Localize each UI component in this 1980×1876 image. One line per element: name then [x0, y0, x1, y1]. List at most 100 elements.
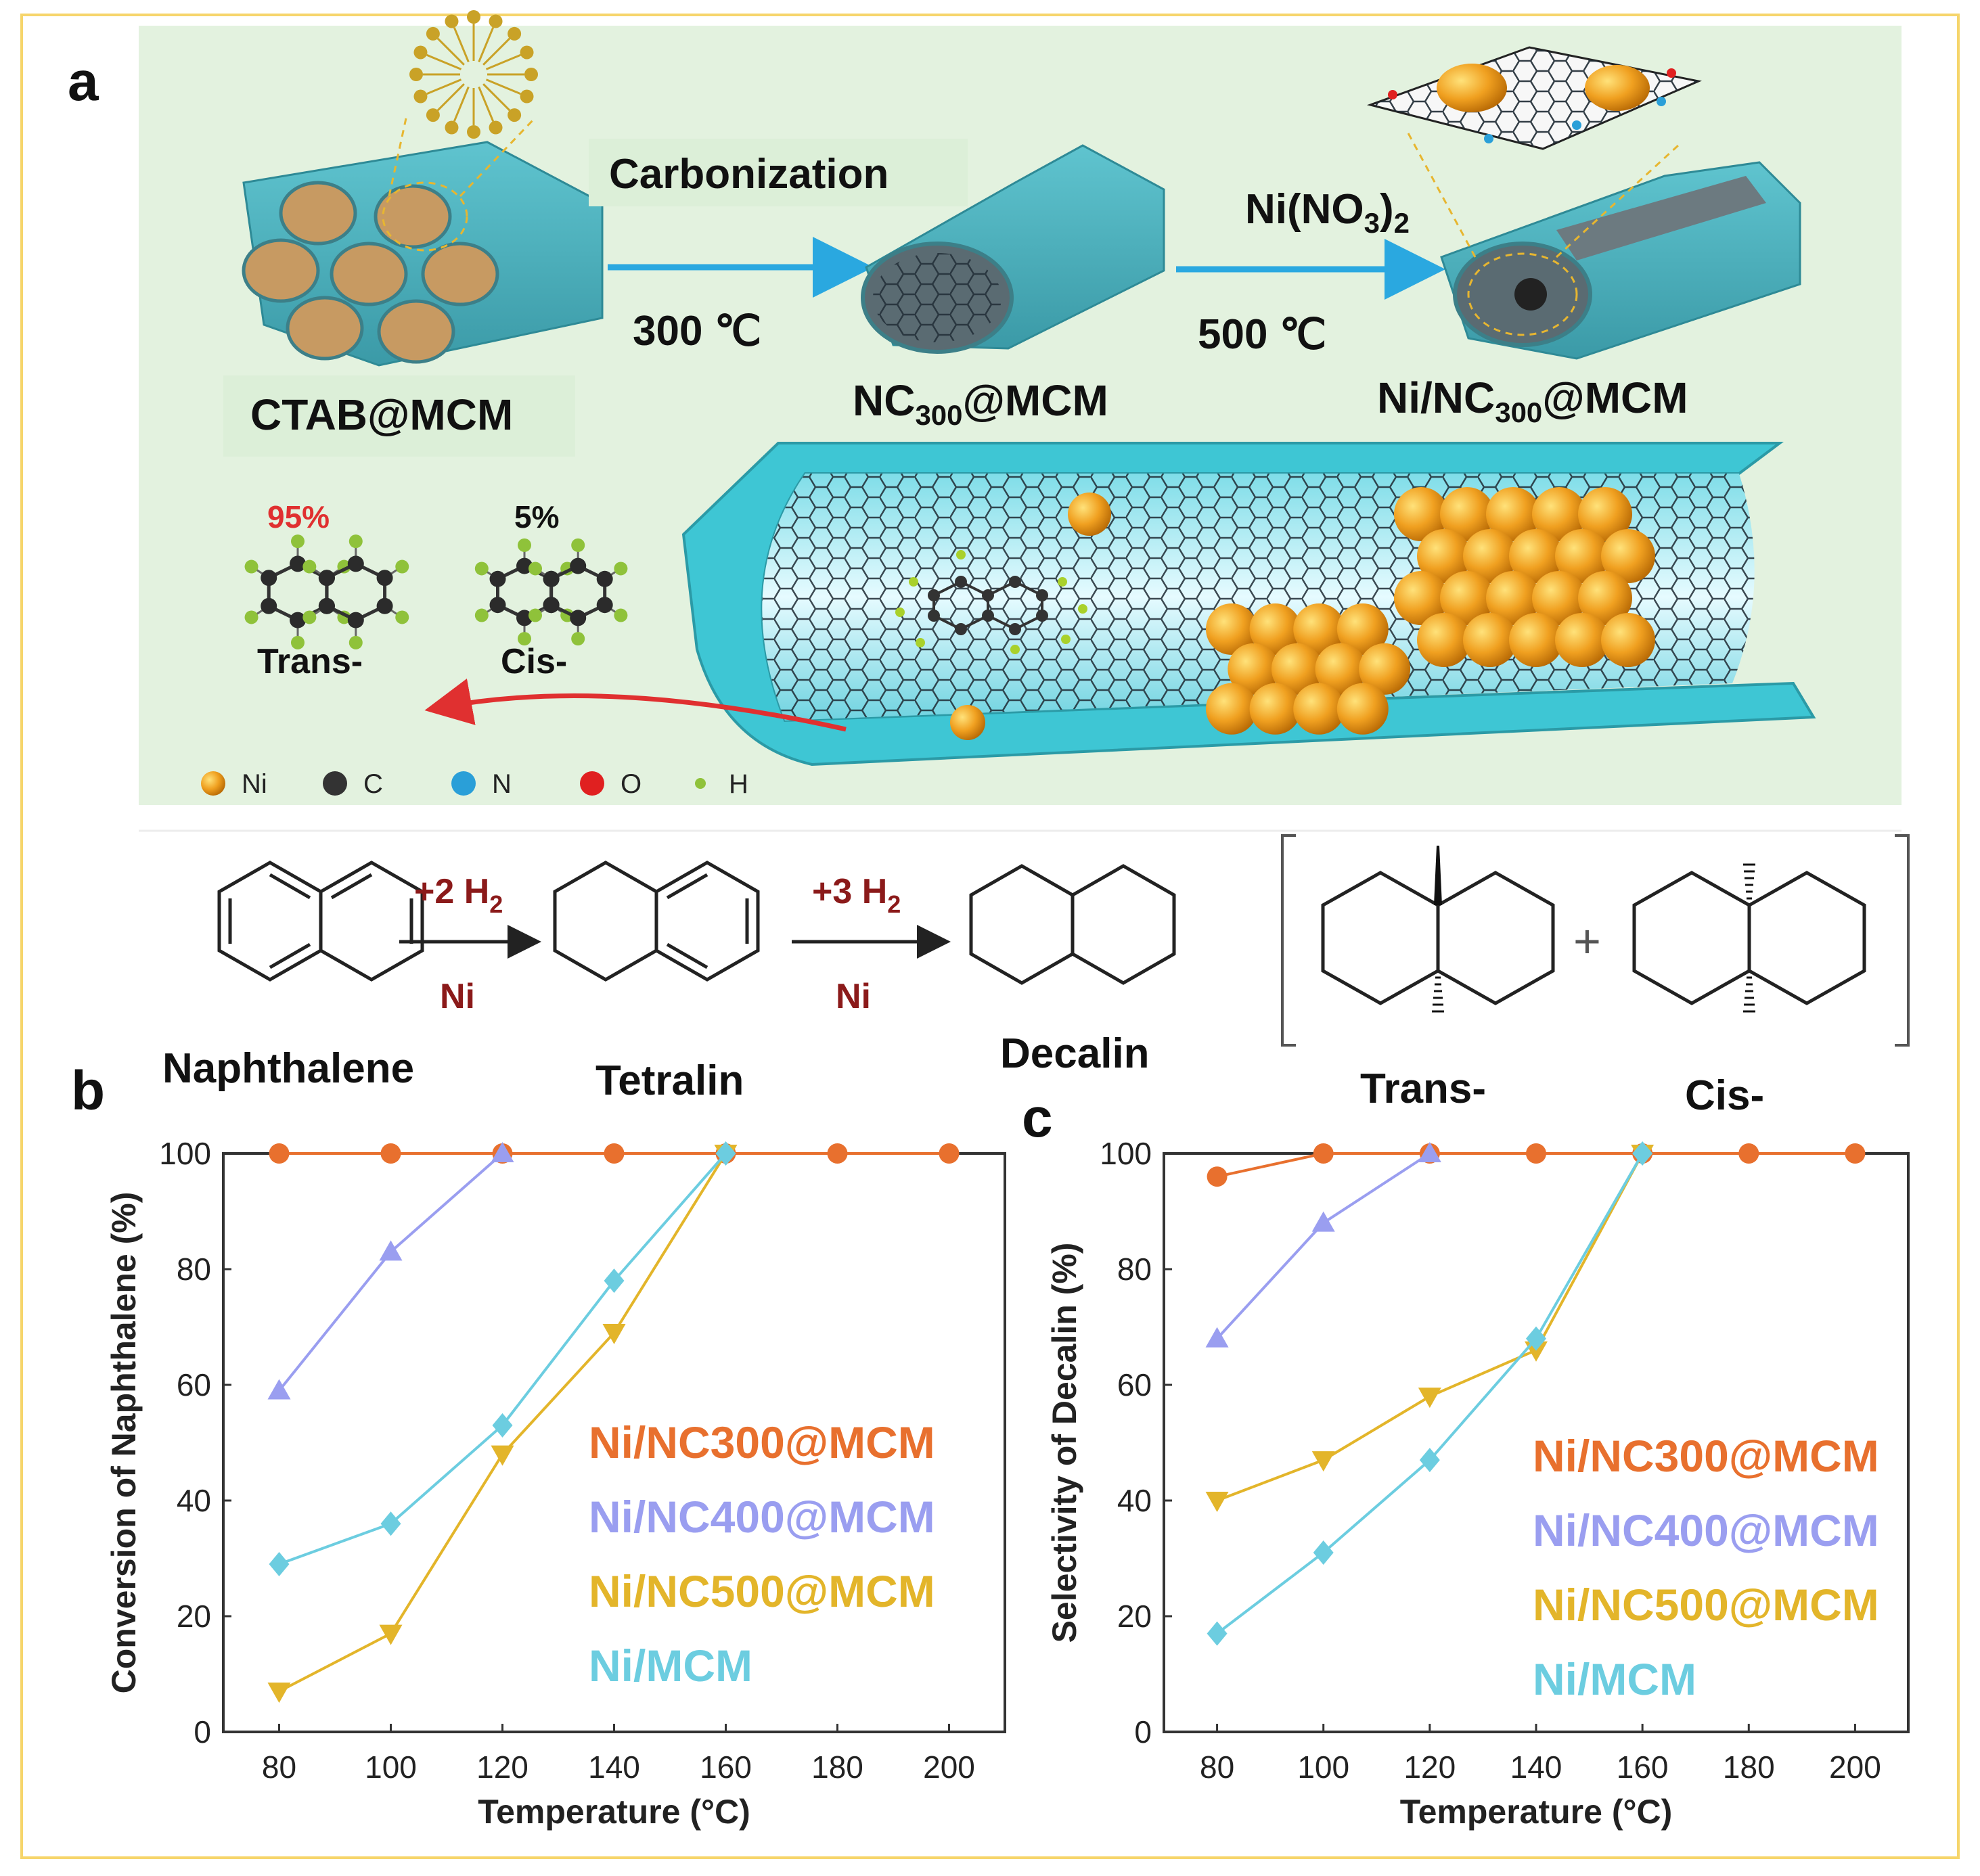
- name-cis: Cis-: [1685, 1072, 1764, 1119]
- ni-nc300-mcm-illustration: [1366, 46, 1801, 360]
- panel-label-a: a: [68, 51, 99, 112]
- data-point: [1738, 1143, 1759, 1164]
- x-tick-label: 100: [1297, 1749, 1349, 1785]
- legend-ni-label: Ni: [242, 769, 267, 799]
- legend-o-marker: [580, 771, 604, 796]
- y-tick-label: 0: [194, 1714, 211, 1749]
- data-point: [1313, 1540, 1334, 1565]
- data-point: [1311, 1451, 1335, 1472]
- data-point: [827, 1143, 848, 1164]
- y-tick-label: 20: [1117, 1599, 1152, 1634]
- x-tick-label: 200: [923, 1749, 975, 1785]
- scheme-panel: a Carbonization 300 ℃ Ni(NO3)2 500: [68, 10, 1902, 805]
- x-tick-label: 140: [1510, 1749, 1562, 1785]
- x-tick-label: 80: [1200, 1749, 1234, 1785]
- x-tick-label: 200: [1829, 1749, 1881, 1785]
- data-point: [1207, 1621, 1228, 1646]
- y-axis-label: Conversion of Naphthalene (%): [105, 1192, 143, 1694]
- material-ni-nc300-mcm: Ni/NC300@MCM: [1377, 373, 1688, 428]
- data-point: [379, 1240, 403, 1261]
- legend-n-marker: [451, 771, 476, 796]
- ctab-micelle-icon: [409, 10, 538, 139]
- legend-entry: Ni/NC400@MCM: [1533, 1505, 1879, 1555]
- x-tick-label: 180: [1723, 1749, 1775, 1785]
- trans-decalin-molecule-icon: [244, 534, 409, 649]
- legend-c-marker: [323, 771, 347, 796]
- data-point: [1205, 1492, 1229, 1512]
- series-line-1: [277, 1152, 503, 1392]
- data-point: [1418, 1142, 1441, 1162]
- x-tick-label: 160: [1617, 1749, 1669, 1785]
- y-tick-label: 40: [1117, 1483, 1152, 1518]
- y-tick-label: 80: [1117, 1252, 1152, 1287]
- ni-particle-icon: [1068, 493, 1111, 536]
- x-tick-label: 180: [811, 1749, 863, 1785]
- data-point: [715, 1141, 736, 1166]
- cis-decalin-structure-icon: [1632, 863, 1866, 1013]
- cis-decalin-molecule-icon: [474, 538, 628, 646]
- legend-entry: Ni/MCM: [1533, 1654, 1696, 1704]
- chart-conversion: 80 100 120 140 160 180 200 0 20 40 60 80 100 Temperat…: [105, 1136, 1006, 1831]
- tetralin-structure-icon: [553, 861, 760, 982]
- name-decalin: Decalin: [1000, 1030, 1150, 1077]
- data-point: [491, 1142, 514, 1162]
- reaction-step1-reagent: +2 H2: [414, 872, 503, 918]
- data-point: [380, 1143, 401, 1164]
- ni-cluster-icon: [950, 487, 1655, 740]
- element-legend: Ni C N O H: [201, 769, 748, 799]
- data-point: [380, 1511, 401, 1536]
- reaction-step1-catalyst: Ni: [440, 977, 475, 1016]
- step1-temperature: 300 ℃: [633, 308, 761, 354]
- legend-entry: Ni/NC400@MCM: [589, 1492, 935, 1542]
- y-tick-label: 60: [177, 1367, 211, 1402]
- reaction-step2-reagent: +3 H2: [812, 872, 901, 918]
- ctab-mcm-illustration: [242, 10, 604, 367]
- x-tick-label: 80: [262, 1749, 296, 1785]
- data-point: [1845, 1143, 1866, 1164]
- data-point: [267, 1683, 291, 1703]
- data-point: [491, 1445, 514, 1466]
- legend-ni-marker: [201, 771, 225, 796]
- naphthalene-structure-icon: [217, 861, 424, 982]
- x-axis-label: Temperature (°C): [1400, 1793, 1672, 1831]
- decalin-isomers-bracket: [1281, 834, 1910, 1047]
- data-point: [1419, 1448, 1440, 1473]
- data-point: [604, 1143, 625, 1164]
- step1-condition-label: Carbonization: [609, 151, 888, 198]
- y-tick-label: 100: [159, 1136, 211, 1171]
- data-point: [1311, 1211, 1335, 1232]
- trans-decalin-structure-icon: [1321, 846, 1555, 1013]
- y-tick-label: 0: [1134, 1714, 1152, 1749]
- x-tick-label: 100: [365, 1749, 417, 1785]
- x-tick-label: 120: [1403, 1749, 1456, 1785]
- y-axis-label: Selectivity of Decalin (%): [1045, 1243, 1083, 1643]
- legend-c-label: C: [363, 769, 383, 799]
- data-point: [604, 1268, 625, 1294]
- y-tick-label: 80: [177, 1252, 211, 1287]
- legend-n-label: N: [492, 769, 512, 799]
- cis-label: Cis-: [501, 642, 567, 681]
- data-point: [379, 1624, 403, 1645]
- trans-label: Trans-: [257, 642, 363, 681]
- step2-temperature: 500 ℃: [1198, 311, 1326, 358]
- product-arrow: [424, 678, 847, 732]
- legend-o-label: O: [621, 769, 642, 799]
- chart-selectivity: 80 100 120 140 160 180 200 0 20 40 60 80 100 Temperat…: [1045, 1136, 1910, 1831]
- name-trans: Trans-: [1360, 1066, 1486, 1112]
- cis-percentage: 5%: [514, 499, 559, 534]
- data-point: [602, 1324, 626, 1345]
- legend-entry: Ni/MCM: [589, 1641, 752, 1691]
- y-tick-label: 40: [177, 1483, 211, 1518]
- step2-reagent: Ni(NO3)2: [1245, 186, 1410, 239]
- reaction-step2-catalyst: Ni: [836, 977, 871, 1016]
- data-point: [1207, 1166, 1228, 1187]
- name-naphthalene: Naphthalene: [162, 1045, 414, 1092]
- data-point: [269, 1143, 290, 1164]
- panel-label-c: c: [1022, 1087, 1053, 1149]
- naphthalene-molecule-icon: [895, 550, 1087, 654]
- data-point: [1632, 1141, 1653, 1166]
- data-point: [1526, 1326, 1546, 1351]
- x-tick-label: 160: [700, 1749, 752, 1785]
- data-point: [1313, 1143, 1334, 1164]
